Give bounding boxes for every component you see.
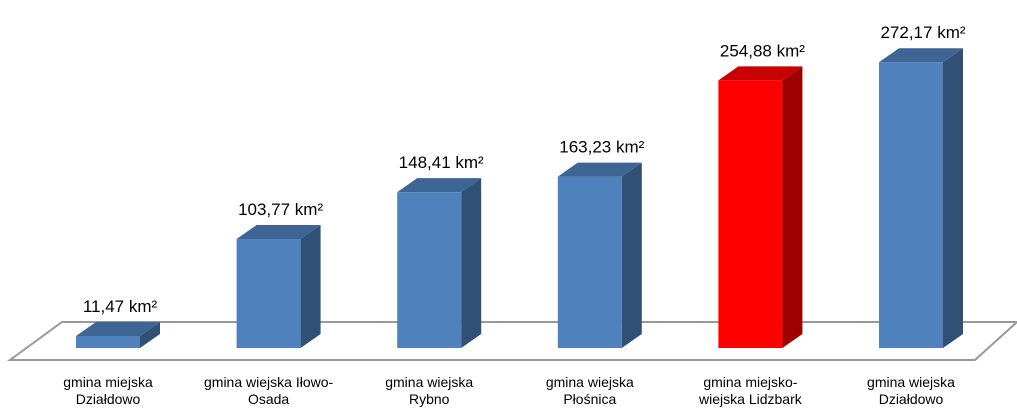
bar-top	[718, 66, 803, 81]
x-tick-label: gmina wiejska Rybno	[385, 374, 474, 407]
data-label: 254,88 km²	[720, 41, 805, 60]
bar-side	[621, 162, 642, 348]
bar-top	[236, 225, 321, 240]
bar-side	[300, 225, 321, 348]
floor	[6, 321, 1017, 361]
data-label: 148,41 km²	[399, 153, 484, 172]
bar-side	[782, 66, 803, 348]
x-tick-label: gmina miejsko-wiejska Lidzbark	[699, 374, 802, 407]
data-label: 103,77 km²	[238, 200, 323, 219]
x-tick-label: gmina miejska Działdowo	[63, 374, 153, 407]
data-label: 11,47 km²	[83, 297, 158, 316]
x-tick-label: gmina wiejska Iłowo-Osada	[204, 374, 334, 407]
bar	[76, 335, 140, 348]
bar	[236, 239, 301, 348]
bar	[718, 80, 783, 348]
bar	[397, 192, 462, 348]
bar	[557, 176, 622, 348]
data-label: 272,17 km²	[880, 23, 965, 42]
bar-side	[461, 178, 482, 348]
bar-top	[76, 321, 160, 336]
bar-side	[140, 321, 160, 348]
data-label: 163,23 km²	[559, 138, 644, 157]
bar-side	[943, 48, 963, 349]
bar	[879, 62, 943, 349]
x-tick-label: gmina wiejska Płośnica	[545, 374, 634, 407]
bar-top	[879, 48, 963, 63]
bar-top	[397, 178, 482, 193]
bar-top	[557, 162, 642, 177]
x-tick-label: gmina wiejska Działdowo	[867, 374, 955, 407]
